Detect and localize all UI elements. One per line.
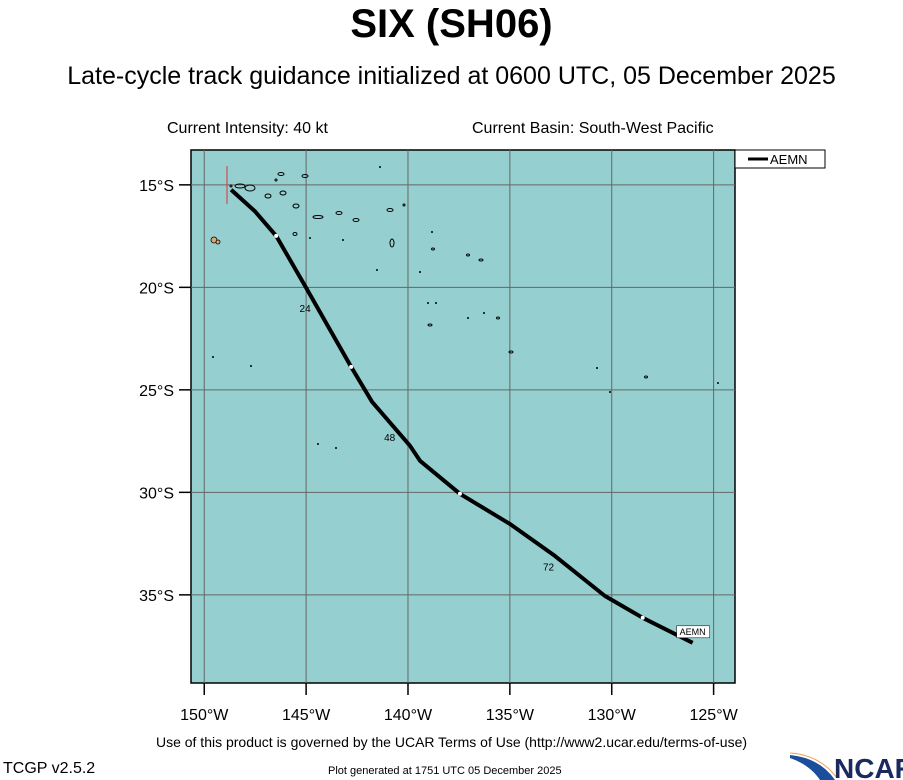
- lat-tick-label: 30°S: [139, 485, 174, 502]
- lon-tick-label: 135°W: [486, 707, 535, 724]
- legend: AEMN: [734, 149, 826, 169]
- track-end-label: AEMN: [680, 627, 706, 637]
- lat-tick-label: 25°S: [139, 383, 174, 400]
- island: [352, 218, 360, 222]
- track-line: [229, 188, 694, 645]
- forecast-hour-label: 72: [543, 562, 555, 573]
- lat-tick-label: 20°S: [139, 280, 174, 297]
- island: [386, 208, 394, 212]
- islet: [317, 443, 319, 445]
- island: [229, 184, 233, 188]
- islet: [309, 237, 311, 239]
- current-intensity: Current Intensity: 40 kt: [167, 120, 328, 137]
- ncar-logo: NCAR: [790, 752, 903, 780]
- current-basin: Current Basin: South-West Pacific: [472, 120, 714, 137]
- svg-text:NCAR: NCAR: [834, 753, 903, 780]
- island: [466, 253, 470, 257]
- lon-tick-label: 140°W: [384, 707, 433, 724]
- storm-title: SIX (SH06): [350, 2, 553, 46]
- guidance-subtitle: Late-cycle track guidance initialized at…: [67, 62, 836, 90]
- track-time-marker: [640, 615, 645, 620]
- islet: [376, 269, 378, 271]
- island: [277, 172, 285, 176]
- island: [234, 183, 246, 189]
- islet: [342, 239, 344, 241]
- terms-of-use: Use of this product is governed by the U…: [155, 734, 748, 750]
- islet: [609, 391, 611, 393]
- track-aemn: 24 48 72 AEMN: [229, 188, 710, 645]
- island: [478, 258, 484, 262]
- islet: [212, 356, 214, 358]
- islet: [467, 317, 469, 319]
- track-time-marker: [457, 491, 462, 496]
- islet: [250, 365, 252, 367]
- track-time-marker: [349, 364, 354, 369]
- island: [274, 178, 278, 182]
- islet: [379, 166, 381, 168]
- islet: [717, 382, 719, 384]
- grid-lines: [191, 150, 735, 683]
- island: [427, 323, 433, 327]
- islet: [596, 367, 598, 369]
- forecast-hour-label: 24: [300, 304, 312, 315]
- lat-tick-label: 35°S: [139, 588, 174, 605]
- track-map: 24 48 72 AEMN 150°W 145°W 140°W 135°W 130°W 125°…: [139, 149, 826, 724]
- track-end-label-box: [676, 625, 710, 639]
- generated-time: Plot generated at 1751 UTC 05 December 2…: [328, 765, 562, 777]
- island: [244, 184, 256, 192]
- lon-tick-label: 130°W: [588, 707, 637, 724]
- legend-label: AEMN: [770, 152, 808, 167]
- islet: [335, 447, 337, 449]
- island: [508, 350, 514, 354]
- lon-tick-label: 150°W: [180, 707, 229, 724]
- islet: [419, 271, 421, 273]
- forecast-hour-label: 48: [384, 433, 396, 444]
- island: [335, 211, 343, 215]
- ocean-area: [190, 149, 736, 684]
- island: [301, 174, 309, 178]
- island: [496, 316, 500, 320]
- axes: 150°W 145°W 140°W 135°W 130°W 125°W 15°S 20°S 25…: [139, 178, 738, 724]
- version-label: TCGP v2.5.2: [3, 760, 96, 777]
- track-time-marker: [274, 233, 279, 238]
- island: [292, 232, 298, 236]
- island: [389, 238, 395, 248]
- lon-tick-label: 125°W: [690, 707, 739, 724]
- island: [312, 215, 324, 219]
- island: [264, 193, 272, 199]
- island: [292, 203, 300, 209]
- island: [279, 190, 287, 196]
- island: [644, 375, 648, 379]
- island-land: [215, 239, 221, 245]
- lon-tick-label: 145°W: [282, 707, 331, 724]
- islet: [427, 302, 429, 304]
- island: [402, 203, 406, 207]
- island: [431, 247, 435, 251]
- islet: [431, 231, 433, 233]
- lat-tick-label: 15°S: [139, 178, 174, 195]
- islet: [483, 312, 485, 314]
- islet: [435, 302, 437, 304]
- islands: [210, 166, 719, 449]
